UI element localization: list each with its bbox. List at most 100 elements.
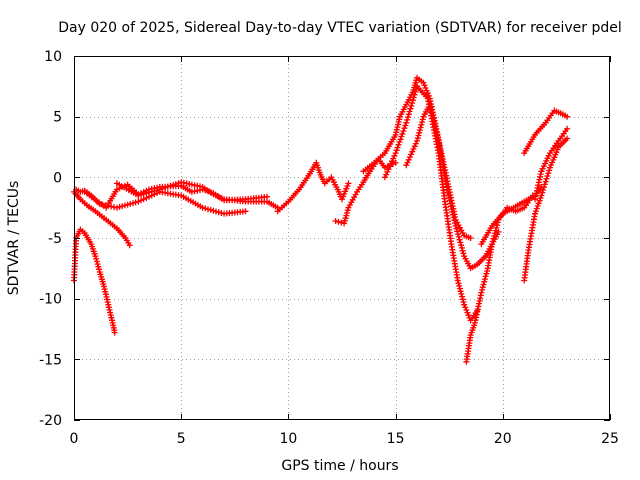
data-point-marker	[381, 164, 388, 171]
series-arc-9	[381, 83, 481, 324]
data-point-marker	[411, 91, 418, 98]
data-point-marker	[387, 160, 394, 167]
data-point-marker	[343, 212, 350, 219]
data-point-marker	[127, 200, 134, 207]
data-point-marker	[396, 139, 403, 145]
data-point-marker	[453, 225, 460, 232]
data-point-marker	[383, 171, 390, 178]
data-point-marker	[467, 235, 474, 241]
series-arc-6	[274, 159, 352, 215]
data-point-marker	[456, 285, 463, 292]
data-point-marker	[419, 116, 426, 123]
data-point-marker	[126, 242, 133, 249]
data-point-marker	[456, 236, 463, 243]
data-point-marker	[426, 101, 433, 108]
data-point-marker	[140, 191, 147, 197]
data-point-marker	[540, 187, 547, 193]
data-point-marker	[218, 210, 225, 216]
x-tick-label: 10	[279, 431, 297, 447]
data-point-marker	[398, 133, 405, 140]
data-point-marker	[93, 255, 100, 262]
data-point-marker	[167, 182, 174, 189]
x-axis-label: GPS time / hours	[281, 458, 398, 474]
grid	[74, 56, 610, 420]
data-point-marker	[545, 170, 552, 177]
data-point-marker	[394, 144, 401, 151]
data-point-marker	[410, 94, 417, 101]
data-point-marker	[406, 108, 413, 115]
data-point-marker	[541, 184, 547, 191]
data-point-marker	[345, 180, 352, 187]
x-tick-label: 5	[177, 431, 186, 447]
data-point-marker	[403, 162, 410, 169]
data-point-marker	[431, 121, 438, 128]
data-point-marker	[407, 105, 414, 112]
data-point-marker	[495, 228, 502, 235]
data-point-marker	[415, 132, 422, 139]
data-point-marker	[446, 197, 453, 204]
y-tick-label: -10	[39, 292, 62, 308]
data-point-marker	[164, 183, 171, 190]
data-point-marker	[392, 150, 399, 157]
data-point-marker	[135, 198, 142, 205]
data-point-marker	[132, 199, 139, 206]
data-point-marker	[207, 206, 214, 213]
x-axis: 0 5 10 15 20 25	[70, 56, 619, 447]
data-point-marker	[418, 121, 425, 128]
data-point-marker	[389, 158, 395, 165]
data-point-marker	[484, 268, 491, 274]
data-point-marker	[542, 178, 549, 185]
data-point-marker	[343, 185, 350, 192]
data-point-marker	[410, 146, 417, 152]
data-point-marker	[458, 244, 465, 251]
data-point-marker	[457, 239, 464, 246]
data-point-marker	[481, 276, 488, 283]
data-point-marker	[458, 290, 465, 297]
y-axis-label: SDTVAR / TECUs	[6, 181, 22, 296]
data-point-marker	[242, 208, 249, 215]
data-point-marker	[146, 189, 152, 196]
data-point-marker	[140, 196, 147, 203]
data-point-marker	[414, 135, 421, 142]
data-point-marker	[539, 189, 546, 196]
data-point-marker	[564, 113, 571, 120]
series-arc-2	[71, 188, 133, 249]
data-point-marker	[391, 152, 398, 159]
data-point-marker	[399, 130, 406, 137]
data-point-marker	[489, 241, 496, 248]
series-arc-5	[113, 179, 281, 211]
data-point-marker	[459, 247, 466, 254]
data-point-marker	[455, 280, 462, 287]
data-point-marker	[458, 242, 465, 249]
y-tick-label: 10	[44, 49, 62, 65]
data-point-marker	[493, 224, 500, 231]
data-point-marker	[455, 233, 462, 240]
y-tick-label: 0	[53, 170, 62, 186]
y-tick-label: -20	[39, 413, 62, 429]
data-point-marker	[154, 187, 161, 194]
data-point-marker	[138, 197, 144, 204]
data-point-marker	[419, 119, 425, 126]
series-arc-13	[521, 135, 571, 284]
data-point-marker	[113, 186, 120, 193]
data-point-marker	[564, 135, 571, 142]
data-point-marker	[406, 154, 413, 161]
data-point-marker	[450, 211, 456, 218]
x-tick-label: 0	[70, 431, 79, 447]
data-point-marker	[390, 155, 397, 162]
data-point-marker	[384, 168, 391, 175]
data-point-marker	[481, 278, 488, 285]
data-point-marker	[494, 222, 501, 229]
data-point-marker	[175, 180, 182, 187]
data-point-marker	[454, 277, 461, 284]
data-point-marker	[215, 193, 222, 200]
data-point-marker	[478, 289, 485, 296]
data-point-marker	[459, 293, 466, 300]
series-arc-7	[332, 156, 399, 227]
data-point-marker	[482, 273, 489, 280]
data-point-marker	[335, 218, 342, 225]
data-point-marker	[449, 208, 456, 215]
data-point-marker	[417, 124, 424, 131]
data-point-marker	[416, 129, 423, 136]
